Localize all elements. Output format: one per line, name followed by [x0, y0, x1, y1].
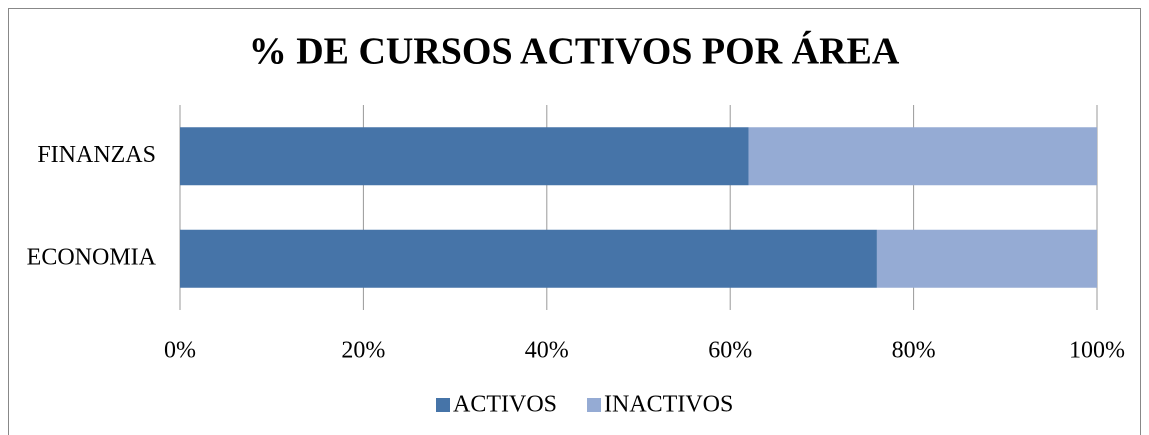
x-tick-label: 40% — [525, 338, 569, 364]
x-tick-label: 100% — [1069, 338, 1125, 364]
x-tick-label: 20% — [341, 338, 385, 364]
bar — [180, 229, 877, 288]
y-tick-label: ECONOMIA — [27, 244, 157, 270]
chart-title: % DE CURSOS ACTIVOS POR ÁREA — [249, 31, 900, 73]
chart-border — [8, 8, 1141, 435]
legend-label: ACTIVOS — [453, 392, 557, 418]
legend-swatch — [587, 398, 602, 412]
legend-label: INACTIVOS — [604, 392, 733, 418]
y-tick-label: FINANZAS — [37, 142, 156, 168]
legend-swatch — [436, 398, 450, 412]
x-tick-label: 80% — [892, 338, 936, 364]
bar — [748, 127, 1097, 186]
x-tick-label: 0% — [164, 338, 196, 364]
bar — [876, 229, 1097, 288]
x-tick-label: 60% — [708, 338, 752, 364]
bar — [180, 127, 749, 186]
